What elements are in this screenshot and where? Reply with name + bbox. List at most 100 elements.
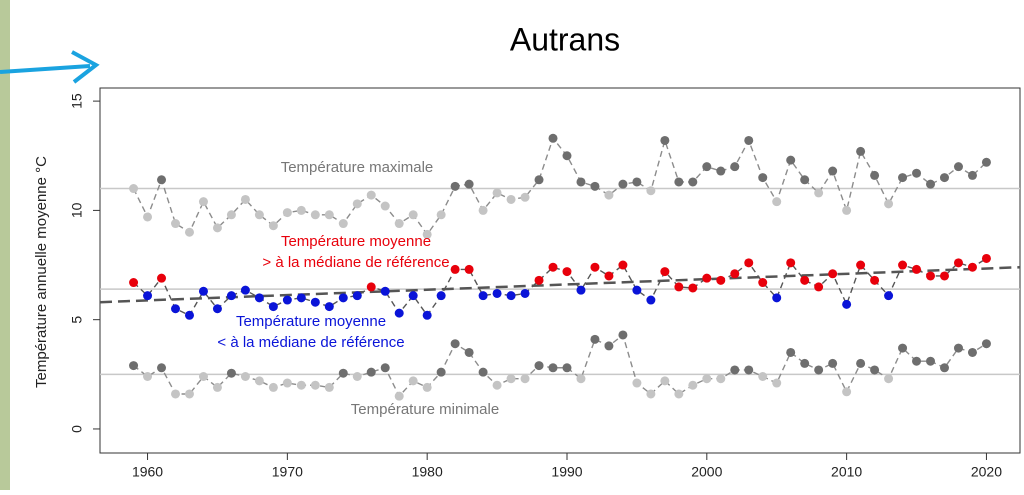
series-label: > à la médiane de référence: [262, 254, 449, 271]
data-point: [268, 382, 278, 392]
data-point: [184, 227, 194, 237]
data-point: [338, 368, 348, 378]
series-label: < à la médiane de référence: [217, 334, 404, 351]
data-point: [310, 297, 320, 307]
data-point: [590, 262, 600, 272]
data-point: [688, 283, 698, 293]
data-point: [324, 210, 334, 220]
data-point: [464, 264, 474, 274]
data-point: [436, 291, 446, 301]
data-point: [548, 363, 558, 373]
data-point: [814, 282, 824, 292]
data-point: [926, 271, 936, 281]
data-point: [506, 374, 516, 384]
data-point: [422, 229, 432, 239]
data-point: [324, 382, 334, 392]
data-point: [450, 181, 460, 191]
data-point: [366, 367, 376, 377]
data-point: [422, 382, 432, 392]
arrow: [0, 64, 91, 74]
data-point: [352, 291, 362, 301]
data-point: [394, 219, 404, 229]
data-point: [338, 219, 348, 229]
data-point: [856, 260, 866, 270]
data-point: [408, 376, 418, 386]
data-point: [800, 175, 810, 185]
data-point: [310, 210, 320, 220]
data-point: [870, 275, 880, 285]
data-point: [143, 212, 153, 222]
series-line: [132, 136, 987, 236]
data-point: [884, 374, 894, 384]
data-point: [758, 372, 768, 382]
data-point: [157, 363, 167, 373]
x-tick-label: 2020: [971, 464, 1002, 480]
plot-frame: [99, 87, 1021, 454]
data-point: [408, 210, 418, 220]
data-point: [939, 173, 949, 183]
data-point: [296, 380, 306, 390]
data-point: [604, 341, 614, 351]
data-point: [576, 177, 586, 187]
data-point: [282, 378, 292, 388]
data-point: [562, 363, 572, 373]
data-point: [981, 253, 991, 263]
data-point: [171, 389, 181, 399]
data-point: [772, 378, 782, 388]
data-point: [660, 376, 670, 386]
data-point: [688, 177, 698, 187]
data-point: [981, 157, 991, 167]
data-point: [716, 374, 726, 384]
data-point: [576, 374, 586, 384]
data-point: [744, 135, 754, 145]
data-point: [240, 285, 250, 295]
data-point: [898, 343, 908, 353]
data-point: [786, 258, 796, 268]
data-point: [716, 275, 726, 285]
data-point: [842, 205, 852, 215]
data-point: [380, 363, 390, 373]
data-point: [967, 170, 977, 180]
x-tick-label: 1970: [272, 464, 303, 480]
data-point: [157, 273, 167, 283]
series-label: Température moyenne: [236, 313, 386, 330]
data-point: [730, 365, 740, 375]
data-point: [702, 273, 712, 283]
data-point: [953, 343, 963, 353]
data-point: [478, 205, 488, 215]
data-point: [254, 210, 264, 220]
data-point: [296, 293, 306, 303]
data-point: [171, 304, 181, 314]
data-point: [842, 387, 852, 397]
data-point: [268, 221, 278, 231]
data-point: [212, 382, 222, 392]
y-tick-label: 15: [69, 93, 85, 109]
data-point: [674, 282, 684, 292]
data-point: [226, 210, 236, 220]
data-point: [352, 199, 362, 209]
data-point: [953, 162, 963, 172]
data-point: [786, 155, 796, 165]
data-point: [198, 372, 208, 382]
data-point: [534, 361, 544, 371]
data-point: [520, 192, 530, 202]
data-point: [898, 173, 908, 183]
data-point: [758, 278, 768, 288]
y-tick-label: 5: [69, 316, 85, 324]
x-tick-label: 1960: [132, 464, 163, 480]
data-point: [646, 295, 656, 305]
data-point: [828, 269, 838, 279]
data-point: [198, 286, 208, 296]
y-tick-label: 10: [69, 202, 85, 218]
data-point: [282, 295, 292, 305]
x-tick-label: 2000: [691, 464, 722, 480]
data-point: [618, 330, 628, 340]
data-point: [772, 197, 782, 207]
data-point: [492, 288, 502, 298]
data-point: [492, 188, 502, 198]
data-point: [590, 334, 600, 344]
data-point: [562, 151, 572, 161]
data-point: [758, 173, 768, 183]
data-point: [212, 304, 222, 314]
